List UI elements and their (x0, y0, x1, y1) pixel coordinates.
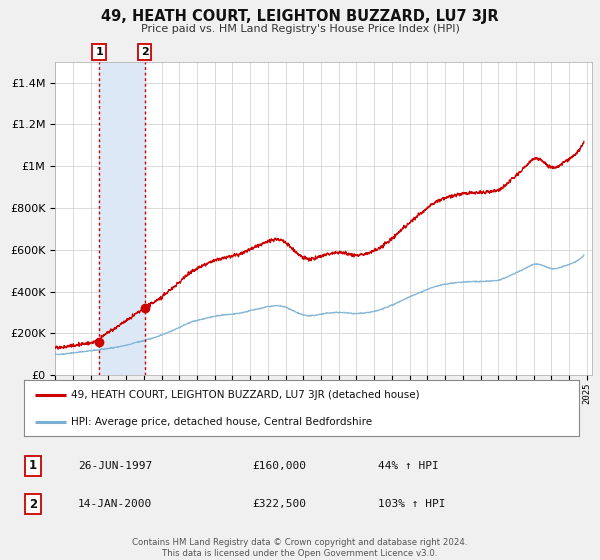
Text: 49, HEATH COURT, LEIGHTON BUZZARD, LU7 3JR (detached house): 49, HEATH COURT, LEIGHTON BUZZARD, LU7 3… (71, 390, 420, 400)
Text: 1: 1 (95, 47, 103, 57)
Text: 14-JAN-2000: 14-JAN-2000 (78, 499, 152, 509)
Text: £322,500: £322,500 (252, 499, 306, 509)
Text: 1: 1 (29, 459, 37, 473)
Text: Price paid vs. HM Land Registry's House Price Index (HPI): Price paid vs. HM Land Registry's House … (140, 24, 460, 34)
Text: 49, HEATH COURT, LEIGHTON BUZZARD, LU7 3JR: 49, HEATH COURT, LEIGHTON BUZZARD, LU7 3… (101, 9, 499, 24)
Text: £160,000: £160,000 (252, 461, 306, 471)
Bar (99, 62, 145, 375)
Text: 26-JUN-1997: 26-JUN-1997 (78, 461, 152, 471)
Text: 44% ↑ HPI: 44% ↑ HPI (378, 461, 439, 471)
Text: HPI: Average price, detached house, Central Bedfordshire: HPI: Average price, detached house, Cent… (71, 417, 372, 427)
Text: 2: 2 (140, 47, 148, 57)
Text: 2: 2 (29, 497, 37, 511)
Text: 103% ↑ HPI: 103% ↑ HPI (378, 499, 445, 509)
Text: This data is licensed under the Open Government Licence v3.0.: This data is licensed under the Open Gov… (163, 549, 437, 558)
Text: Contains HM Land Registry data © Crown copyright and database right 2024.: Contains HM Land Registry data © Crown c… (132, 538, 468, 547)
